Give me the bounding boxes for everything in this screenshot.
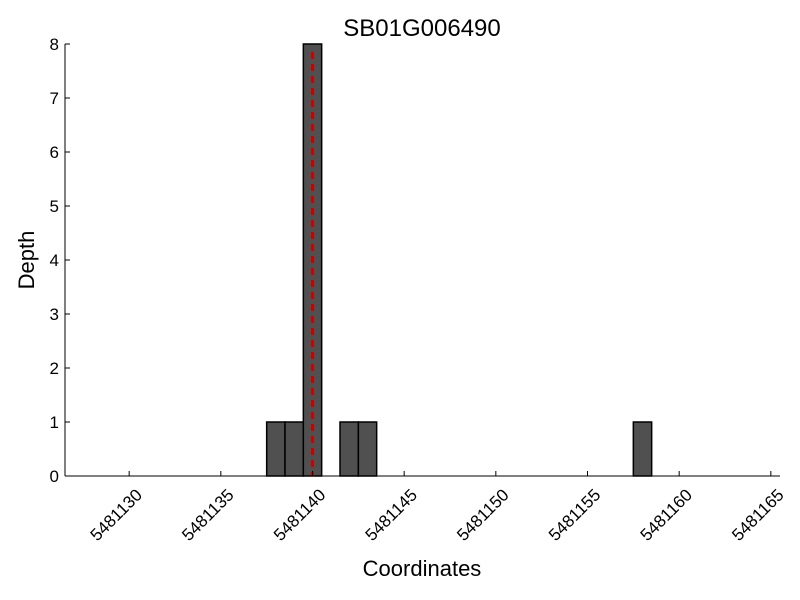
x-tick-label: 5481140 bbox=[270, 485, 329, 544]
x-ticks-group: 5481130 5481135 5481140 5481145 5481150 54811… bbox=[87, 471, 788, 545]
y-tick-label: 8 bbox=[50, 35, 59, 54]
x-tick-label: 5481145 bbox=[362, 485, 421, 544]
y-tick-label: 0 bbox=[50, 467, 59, 486]
x-tick-label: 5481160 bbox=[637, 485, 696, 544]
y-ticks-group: 0 1 2 3 4 5 6 7 8 bbox=[50, 35, 70, 486]
x-tick-label: 5481165 bbox=[728, 485, 787, 544]
chart-title: SB01G006490 bbox=[343, 15, 500, 42]
x-axis-title: Coordinates bbox=[363, 556, 482, 581]
y-tick-label: 6 bbox=[50, 143, 59, 162]
x-tick-label: 5481130 bbox=[87, 485, 146, 544]
bar bbox=[339, 421, 360, 477]
bars-group bbox=[265, 43, 653, 477]
y-tick-label: 5 bbox=[50, 197, 59, 216]
x-tick-label: 5481150 bbox=[453, 485, 512, 544]
bar bbox=[357, 421, 378, 477]
y-tick-label: 7 bbox=[50, 89, 59, 108]
y-axis-title: Depth bbox=[14, 231, 39, 290]
bar bbox=[284, 421, 305, 477]
y-tick-label: 1 bbox=[50, 413, 59, 432]
y-tick-label: 4 bbox=[50, 251, 59, 270]
bar bbox=[632, 421, 653, 477]
x-tick-label: 5481135 bbox=[178, 485, 237, 544]
y-tick-label: 3 bbox=[50, 305, 59, 324]
y-tick-label: 2 bbox=[50, 359, 59, 378]
x-tick-label: 5481155 bbox=[545, 485, 604, 544]
bar bbox=[265, 421, 286, 477]
